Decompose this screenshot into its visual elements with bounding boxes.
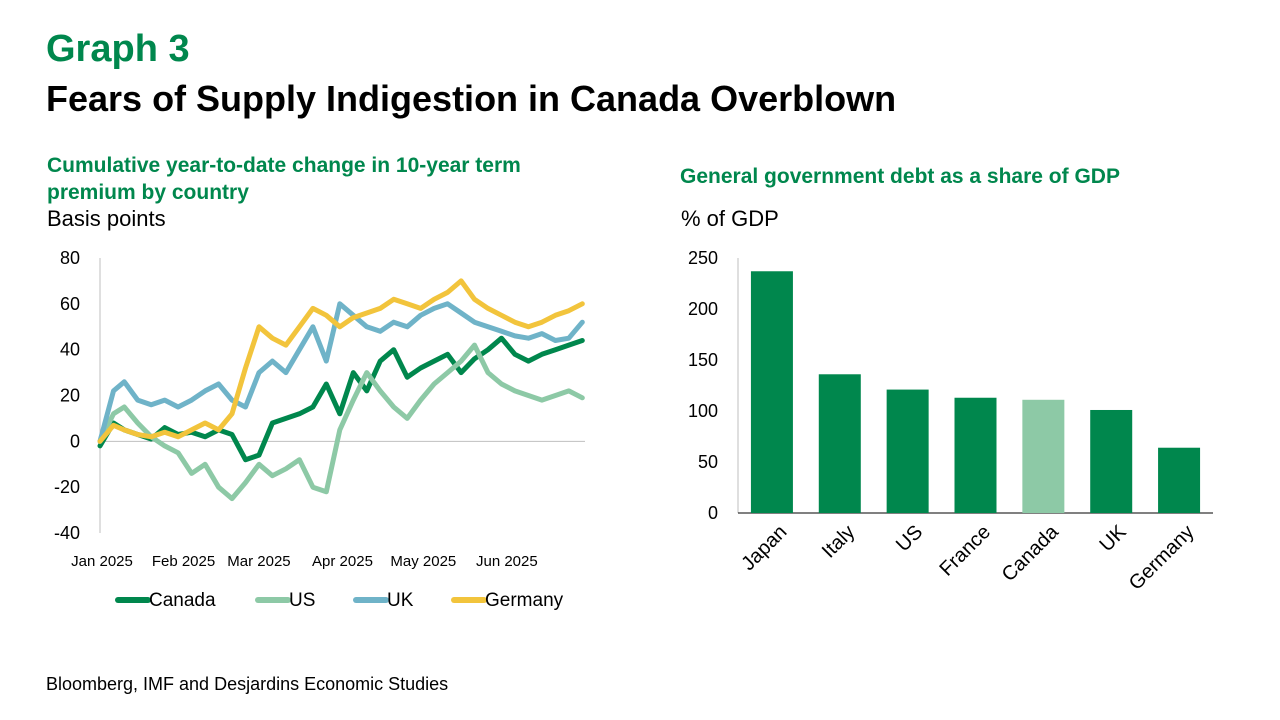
bar-germany <box>1158 447 1201 513</box>
bar-canada <box>1022 399 1065 513</box>
bar-us <box>886 389 929 513</box>
bar-chart-title: General government debt as a share of GD… <box>680 165 1120 188</box>
bar-category-label: France <box>935 521 995 581</box>
bar-y-tick-label: 250 <box>688 248 718 268</box>
bar-category-label: UK <box>1096 521 1132 557</box>
series-line-germany <box>97 278 585 444</box>
line-y-tick-label: 20 <box>60 386 80 406</box>
line-y-tick-label: 0 <box>70 431 80 451</box>
bar-y-tick-label: 200 <box>688 299 718 319</box>
line-y-tick-label: -40 <box>54 523 80 543</box>
bar-chart-unit: % of GDP <box>681 206 779 231</box>
line-chart-unit: Basis points <box>47 206 166 231</box>
bar-italy <box>818 374 861 513</box>
bar-uk <box>1090 409 1133 513</box>
bar-japan <box>750 271 793 513</box>
term-premium-line-chart: 80 60 40 20 0 -20 -40 Jan 2025 Feb 2025 Mar 2025 A… <box>54 248 585 611</box>
line-y-tick-label: 60 <box>60 294 80 314</box>
line-x-tick-label: Jan 2025 <box>71 553 133 570</box>
legend-label: Canada <box>149 590 216 611</box>
bar-france <box>954 397 997 513</box>
graph-number: Graph 3 <box>46 28 190 70</box>
line-x-tick-label: Apr 2025 <box>312 553 373 570</box>
debt-bar-chart: 250 200 150 100 50 0 Japan Italy US France Canada U… <box>688 248 1213 595</box>
series-line-us <box>97 342 585 502</box>
line-y-tick-label: -20 <box>54 477 80 497</box>
legend-label: US <box>289 590 315 611</box>
page-title: Fears of Supply Indigestion in Canada Ov… <box>46 78 897 119</box>
bar-category-label: Canada <box>998 520 1064 586</box>
bar-category-label: Italy <box>818 521 859 562</box>
source-note: Bloomberg, IMF and Desjardins Economic S… <box>46 674 449 694</box>
legend-item-germany: Germany <box>451 590 564 611</box>
legend-item-uk: UK <box>353 590 414 611</box>
bar-y-tick-label: 100 <box>688 401 718 421</box>
legend-label: Germany <box>485 590 564 611</box>
line-chart-title: Cumulative year-to-date change in 10-yea… <box>47 154 521 204</box>
legend-label: UK <box>387 590 414 611</box>
bar-y-tick-label: 0 <box>708 503 718 523</box>
bar-y-tick-label: 50 <box>698 452 718 472</box>
series-line-uk <box>97 301 585 444</box>
line-y-tick-label: 40 <box>60 340 80 360</box>
line-x-tick-label: Mar 2025 <box>227 553 290 570</box>
line-x-tick-label: Feb 2025 <box>152 553 215 570</box>
line-y-tick-label: 80 <box>60 248 80 268</box>
legend-item-canada: Canada <box>115 590 216 611</box>
bar-category-label: US <box>892 521 927 556</box>
bar-y-tick-label: 150 <box>688 350 718 370</box>
line-x-tick-label: May 2025 <box>390 553 456 570</box>
bar-category-label: Germany <box>1125 521 1199 595</box>
bar-category-label: Japan <box>737 521 791 575</box>
line-x-tick-label: Jun 2025 <box>476 553 538 570</box>
legend-item-us: US <box>255 590 315 611</box>
